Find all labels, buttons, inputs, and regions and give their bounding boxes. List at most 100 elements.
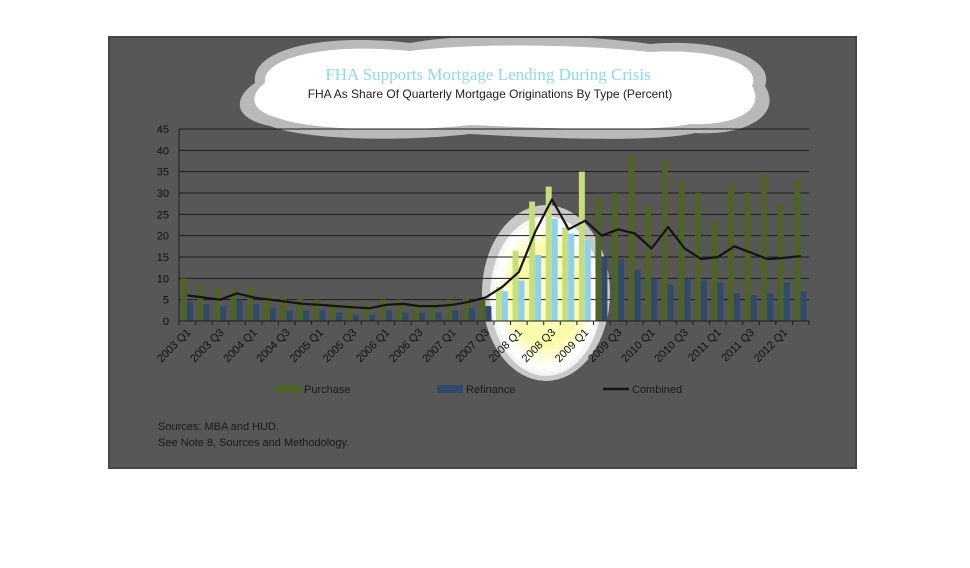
x-tick-label: 2005 Q3 <box>321 327 359 365</box>
y-tick-label: 15 <box>157 252 169 264</box>
bar-refinance <box>303 310 309 321</box>
y-tick-label: 5 <box>163 295 169 307</box>
bar-refinance <box>236 299 243 321</box>
bar-purchase <box>429 303 436 321</box>
bar-refinance <box>186 301 193 321</box>
bar-refinance <box>551 218 558 321</box>
combined-line <box>187 198 801 310</box>
legend-label-combined: Combined <box>632 384 682 396</box>
x-tick-label: 2005 Q1 <box>288 327 326 365</box>
y-tick-label: 25 <box>157 209 169 221</box>
bar-purchase <box>744 193 751 321</box>
y-tick-label: 10 <box>157 273 169 285</box>
bar-refinance <box>717 282 724 321</box>
bar-purchase <box>728 184 735 321</box>
bar-purchase <box>297 297 304 321</box>
bar-purchase <box>645 205 652 321</box>
bar-refinance <box>518 280 525 321</box>
legend-swatch-refinance <box>437 385 463 393</box>
bar-purchase <box>214 286 221 321</box>
bar-refinance <box>485 306 492 321</box>
x-tick-label: 2004 Q3 <box>255 327 293 365</box>
combined-series-line <box>187 198 801 310</box>
bar-refinance <box>634 269 641 321</box>
bar-refinance <box>535 254 542 321</box>
bar-purchase <box>197 284 204 321</box>
bar-refinance <box>618 259 624 321</box>
bar-purchase <box>330 301 337 321</box>
chart-frame: FHA Supports Mortgage Lending During Cri… <box>108 36 857 469</box>
bar-purchase <box>363 302 370 321</box>
chart-title: FHA Supports Mortgage Lending During Cri… <box>325 65 650 84</box>
bar-purchase <box>247 286 254 321</box>
bar-refinance <box>667 284 674 321</box>
y-tick-label: 20 <box>157 231 169 243</box>
bar-purchase <box>794 180 801 321</box>
sources-line-1: Sources: MBA and HUD. <box>158 421 279 433</box>
sources-line-2: See Note 8, Sources and Methodology. <box>158 437 349 449</box>
bar-refinance <box>452 310 459 321</box>
legend: Purchase Refinance Combined <box>275 384 682 396</box>
bar-purchase <box>396 299 403 321</box>
x-tick-label: 2010 Q1 <box>619 327 657 365</box>
bar-refinance <box>750 295 757 321</box>
bar-refinance <box>319 310 326 321</box>
x-tick-label: 2011 Q1 <box>686 327 724 365</box>
bar-refinance <box>352 314 359 321</box>
x-tick-label: 2010 Q3 <box>652 327 690 365</box>
bar-refinance <box>269 308 276 321</box>
x-tick-label: 2011 Q3 <box>719 327 757 365</box>
bar-purchase <box>313 299 320 321</box>
bar-refinance <box>568 233 575 321</box>
bar-purchase <box>678 180 685 321</box>
chart-subtitle: FHA As Share Of Quarterly Mortgage Origi… <box>308 87 673 101</box>
bar-refinance <box>385 310 392 321</box>
legend-label-refinance: Refinance <box>466 384 516 396</box>
bar-purchase <box>628 154 635 321</box>
x-tick-label: 2006 Q1 <box>354 327 392 365</box>
bar-purchase <box>446 299 453 321</box>
bar-purchase <box>512 250 519 321</box>
bar-refinance <box>220 306 227 321</box>
x-tick-label: 2004 Q1 <box>221 327 259 365</box>
bar-refinance <box>369 314 376 321</box>
bar-refinance <box>336 312 343 321</box>
title-highlight-cloud <box>240 38 770 139</box>
legend-swatch-purchase <box>275 385 301 393</box>
y-tick-label: 45 <box>157 124 169 136</box>
bar-refinance <box>700 280 707 321</box>
bar-purchase <box>462 297 469 321</box>
bar-refinance <box>435 312 442 321</box>
y-axis: 0 5 10 15 20 25 30 35 40 45 <box>157 124 180 328</box>
bar-refinance <box>468 308 475 321</box>
bar-refinance <box>286 310 293 321</box>
bars <box>180 154 807 321</box>
bar-refinance <box>684 278 691 321</box>
bar-refinance <box>501 291 508 321</box>
bar-purchase <box>578 171 585 321</box>
bar-purchase <box>230 289 237 321</box>
x-tick-label: 2006 Q3 <box>387 327 425 365</box>
bar-refinance <box>783 282 790 321</box>
bar-purchase <box>413 303 420 321</box>
bar-purchase <box>761 173 768 321</box>
bar-refinance <box>584 239 591 321</box>
y-tick-label: 0 <box>163 316 169 328</box>
bar-refinance <box>253 303 260 321</box>
bar-refinance <box>767 293 774 321</box>
bar-purchase <box>562 227 569 321</box>
bar-refinance <box>734 293 741 321</box>
bar-purchase <box>529 201 536 321</box>
bar-purchase <box>595 197 602 321</box>
bar-refinance <box>651 278 658 321</box>
bar-refinance <box>203 303 210 321</box>
bar-refinance <box>402 312 409 321</box>
x-tick-label: 2007 Q1 <box>420 327 458 365</box>
bar-purchase <box>545 186 552 321</box>
bar-purchase <box>777 203 784 321</box>
bar-purchase <box>180 278 187 321</box>
bar-purchase <box>495 286 502 321</box>
bar-purchase <box>263 293 270 321</box>
x-tick-label: 2012 Q1 <box>752 327 790 365</box>
